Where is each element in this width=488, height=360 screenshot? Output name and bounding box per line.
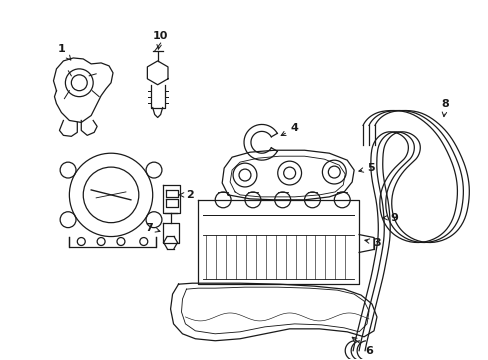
Text: 7: 7 [144,222,160,233]
Text: 1: 1 [58,44,71,60]
Text: 4: 4 [281,123,298,135]
Text: 5: 5 [358,163,374,173]
Text: 8: 8 [441,99,448,117]
Text: 10: 10 [153,31,168,49]
Text: 9: 9 [382,213,397,223]
Text: 6: 6 [351,337,372,356]
Text: 2: 2 [179,190,194,200]
Text: 3: 3 [364,238,380,248]
